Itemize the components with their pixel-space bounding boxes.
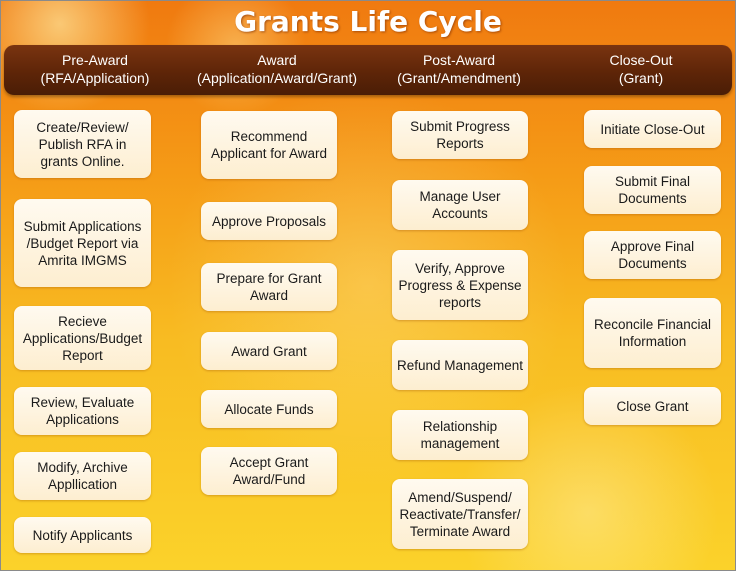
step-box: Initiate Close-Out: [584, 110, 721, 148]
phase-name: Award: [257, 52, 297, 68]
phase-header-award: Award (Application/Award/Grant): [186, 51, 368, 87]
phase-name: Pre-Award: [62, 52, 128, 68]
phase-subtitle: (Grant): [618, 70, 664, 86]
step-box: Amend/Suspend/ Reactivate/Transfer/ Term…: [392, 479, 528, 549]
phase-subtitle: (Grant/Amendment): [397, 70, 521, 86]
step-box: Relationship management: [392, 410, 528, 460]
phase-header-close-out: Close-Out (Grant): [550, 51, 732, 87]
step-box: Close Grant: [584, 387, 721, 425]
step-box: Reconcile Financial Information: [584, 298, 721, 368]
step-box: Prepare for Grant Award: [201, 263, 337, 311]
step-box: Modify, Archive Appllication: [14, 452, 151, 500]
phase-subtitle: (RFA/Application): [40, 70, 150, 86]
phase-header-post-award: Post-Award (Grant/Amendment): [368, 51, 550, 87]
diagram-title: Grants Life Cycle: [234, 5, 502, 38]
step-box: Accept Grant Award/Fund: [201, 447, 337, 495]
step-box: Approve Proposals: [201, 202, 337, 240]
step-box: Submit Applications /Budget Report via A…: [14, 199, 151, 287]
step-box: Refund Management: [392, 340, 528, 390]
phase-subtitle: (Application/Award/Grant): [196, 70, 358, 86]
phase-header-bar: Pre-Award (RFA/Application) Award (Appli…: [4, 45, 732, 95]
step-box: Submit Progress Reports: [392, 111, 528, 159]
phase-header-pre-award: Pre-Award (RFA/Application): [4, 51, 186, 87]
step-box: Manage User Accounts: [392, 180, 528, 230]
step-box: Create/Review/ Publish RFA in grants Onl…: [14, 110, 151, 178]
step-box: Approve Final Documents: [584, 231, 721, 279]
step-box: Recieve Applications/Budget Report: [14, 306, 151, 370]
phase-name: Post-Award: [422, 52, 496, 68]
step-box: Allocate Funds: [201, 390, 337, 428]
step-box: Review, Evaluate Applications: [14, 387, 151, 435]
step-box: Recommend Applicant for Award: [201, 111, 337, 179]
step-box: Verify, Approve Progress & Expense repor…: [392, 250, 528, 320]
step-box: Notify Applicants: [14, 517, 151, 553]
step-box: Award Grant: [201, 332, 337, 370]
phase-name: Close-Out: [609, 52, 673, 68]
step-box: Submit Final Documents: [584, 166, 721, 214]
